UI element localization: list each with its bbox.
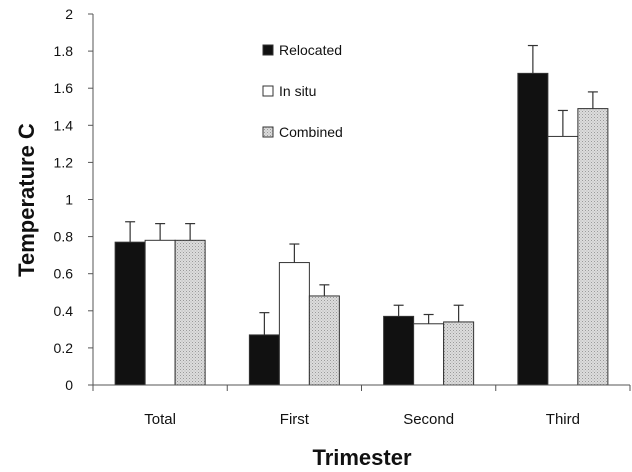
- legend-label-in-situ: In situ: [279, 83, 316, 99]
- y-tick-label: 1: [65, 192, 73, 208]
- legend-swatch-in-situ: [262, 85, 274, 97]
- legend-label-combined: Combined: [279, 124, 343, 140]
- legend: Relocated In situ Combined: [262, 42, 343, 140]
- y-axis-title: Temperature C: [14, 123, 39, 277]
- x-tick-label-total: Total: [144, 411, 176, 428]
- x-tick-label-third: Third: [546, 411, 580, 428]
- x-tick-label-first: First: [280, 411, 310, 428]
- bar-combined-third: [577, 108, 609, 386]
- y-tick-label: 0.2: [54, 340, 74, 356]
- legend-swatch-relocated: [262, 44, 274, 56]
- y-axis-ticks: 0 0.2 0.4 0.6 0.8 1 1.2 1.4 1.6 1.8 2: [54, 6, 93, 393]
- bar-relocated-second: [383, 315, 415, 386]
- legend-swatch-combined: [262, 126, 274, 138]
- x-axis-ticks: [92, 385, 631, 391]
- x-axis-labels: Total First Second Third: [144, 411, 580, 428]
- bar-combined-total: [174, 239, 206, 386]
- x-tick-label-second: Second: [403, 411, 454, 428]
- y-tick-label: 2: [65, 6, 73, 22]
- y-tick-label: 1.8: [54, 43, 74, 59]
- bar-in-situ-first: [278, 262, 310, 386]
- y-tick-label: 1.6: [54, 80, 74, 96]
- y-tick-label: 1.4: [54, 117, 74, 133]
- y-tick-label: 0.6: [54, 266, 74, 282]
- bar-relocated-third: [517, 72, 549, 386]
- bar-combined-second: [443, 321, 475, 386]
- chart-marks: [114, 44, 609, 386]
- bar-in-situ-third: [547, 135, 579, 386]
- bar-in-situ-second: [413, 323, 445, 386]
- y-tick-label: 0: [65, 377, 73, 393]
- x-axis-title: Trimester: [312, 445, 411, 470]
- y-tick-label: 0.4: [54, 303, 74, 319]
- bar-relocated-first: [248, 334, 280, 386]
- legend-label-relocated: Relocated: [279, 42, 342, 58]
- y-tick-label: 1.2: [54, 154, 74, 170]
- bar-combined-first: [308, 295, 340, 386]
- y-tick-label: 0.8: [54, 229, 74, 245]
- bar-relocated-total: [114, 241, 146, 386]
- bar-in-situ-total: [144, 239, 176, 386]
